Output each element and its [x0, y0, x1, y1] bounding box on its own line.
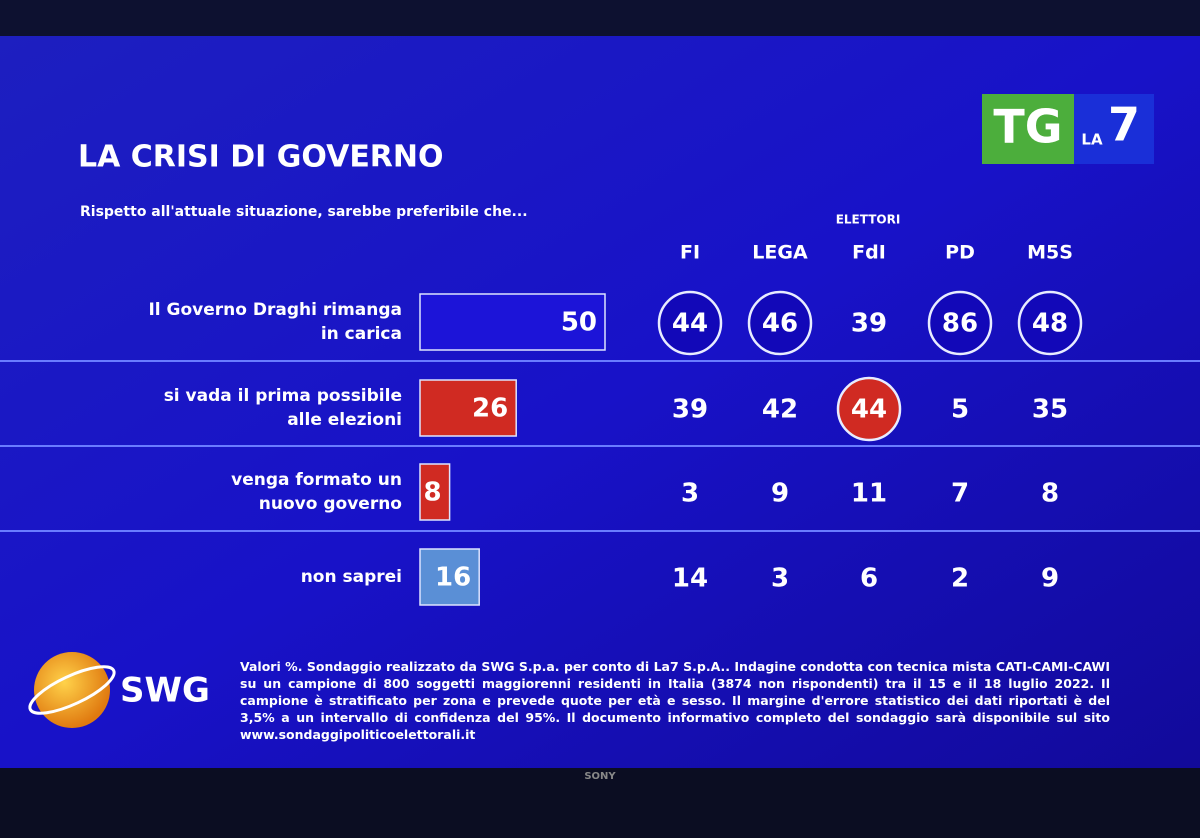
bezel-top: [0, 0, 1200, 36]
cell-value: 9: [771, 479, 789, 509]
bezel-bottom: [0, 768, 1200, 838]
bar: [419, 548, 480, 606]
swg-brand: SWG: [120, 671, 210, 711]
column-header: PD: [945, 242, 975, 264]
column-header: LEGA: [752, 242, 808, 264]
cell-value: 46: [762, 309, 798, 339]
cell-value: 7: [951, 479, 969, 509]
cell-value: 86: [942, 309, 978, 339]
highlight-circle: [747, 290, 813, 356]
highlight-circle: [1017, 290, 1083, 356]
cell-value: 6: [860, 564, 878, 594]
cell-value: 11: [851, 479, 887, 509]
swg-orbit: [28, 665, 116, 715]
swg-globe: [34, 652, 110, 728]
cell-value: 48: [1032, 309, 1068, 339]
cell-value: 2: [951, 564, 969, 594]
category-label: si vada il prima possibile: [164, 386, 402, 406]
logo-tg-box: [982, 94, 1074, 164]
highlight-circle: [657, 290, 723, 356]
column-header: M5S: [1027, 242, 1073, 264]
logo-la7-box: [1074, 94, 1154, 164]
cell-value: 35: [1032, 395, 1068, 425]
category-label: venga formato un: [231, 470, 402, 490]
logo-tg: TG: [993, 100, 1062, 154]
bar-value: 8: [424, 478, 442, 508]
footnote: Valori %. Sondaggio realizzato da SWG S.…: [240, 659, 1110, 742]
bar: [419, 379, 517, 437]
column-header: FI: [680, 242, 700, 264]
subtitle: Rispetto all'attuale situazione, sarebbe…: [80, 204, 528, 220]
cell-value: 3: [681, 479, 699, 509]
group-label: ELETTORI: [836, 213, 901, 227]
category-label: Il Governo Draghi rimanga: [148, 300, 402, 320]
cell-value: 8: [1041, 479, 1059, 509]
category-label: alle elezioni: [287, 410, 402, 430]
cell-value: 14: [672, 564, 708, 594]
bar-value: 26: [472, 394, 508, 424]
cell-value: 44: [851, 395, 887, 425]
bar-value: 16: [435, 563, 471, 593]
cell-value: 39: [672, 395, 708, 425]
bar-value: 50: [561, 308, 597, 338]
logo-la: LA: [1081, 131, 1103, 149]
cell-value: 42: [762, 395, 798, 425]
cell-value: 3: [771, 564, 789, 594]
title: LA CRISI DI GOVERNO: [78, 140, 444, 175]
highlight-circle: [927, 290, 993, 356]
category-label: nuovo governo: [259, 494, 402, 514]
bar: [419, 293, 606, 351]
category-label: in carica: [321, 324, 402, 344]
cell-value: 5: [951, 395, 969, 425]
column-header: FdI: [852, 242, 886, 264]
bar: [419, 463, 451, 521]
cell-value: 39: [851, 309, 887, 339]
category-label: non saprei: [301, 567, 402, 587]
cell-value: 44: [672, 309, 708, 339]
cell-value: 9: [1041, 564, 1059, 594]
highlight-circle: [836, 376, 902, 442]
logo-7: 7: [1108, 98, 1140, 152]
tv-brand: SONY: [584, 771, 616, 782]
